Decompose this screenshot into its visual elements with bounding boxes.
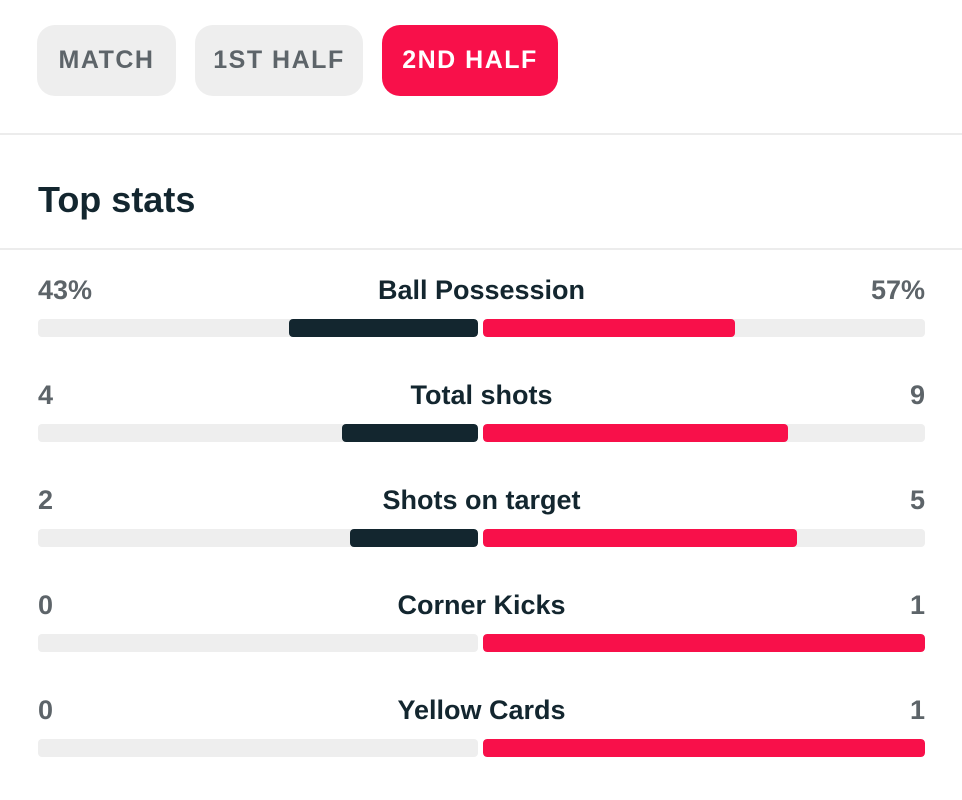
stat-corner-kicks: 0 Corner Kicks 1: [38, 588, 925, 652]
tab-match[interactable]: MATCH: [37, 25, 176, 96]
stat-label: Total shots: [410, 380, 553, 410]
period-tabs: MATCH 1ST HALF 2ND HALF: [37, 25, 558, 96]
tab-1st-half[interactable]: 1ST HALF: [195, 25, 363, 96]
home-value: 43%: [38, 275, 93, 305]
home-bar-fill: [341, 424, 478, 442]
away-value: 57%: [870, 275, 925, 305]
home-value: 0: [38, 590, 54, 620]
away-bar-fill: [483, 319, 735, 337]
away-value: 9: [909, 380, 925, 410]
section-title: Top stats: [38, 179, 196, 220]
away-value: 5: [909, 485, 925, 515]
stat-label: Ball Possession: [377, 275, 586, 305]
away-bar-fill: [483, 634, 925, 652]
tabs-divider: [0, 133, 962, 135]
comparison-bar: [38, 739, 925, 757]
home-value: 4: [38, 380, 54, 410]
away-bar-fill: [483, 424, 788, 442]
away-value: 1: [909, 695, 925, 725]
home-value: 0: [38, 695, 54, 725]
home-track: [38, 319, 478, 337]
stat-yellow-cards: 0 Yellow Cards 1: [38, 693, 925, 757]
stat-total-shots: 4 Total shots 9: [38, 378, 925, 442]
home-track: [38, 739, 478, 757]
home-bar-fill: [288, 319, 478, 337]
home-bar-fill: [350, 529, 478, 547]
away-track: [483, 319, 925, 337]
stat-label: Corner Kicks: [397, 590, 566, 620]
home-track: [38, 424, 478, 442]
stat-label: Shots on target: [382, 485, 581, 515]
stat-shots-on-target: 2 Shots on target 5: [38, 483, 925, 547]
home-value: 2: [38, 485, 54, 515]
comparison-bar: [38, 424, 925, 442]
away-track: [483, 529, 925, 547]
stat-label: Yellow Cards: [397, 695, 566, 725]
away-bar-fill: [483, 529, 797, 547]
stat-ball-possession: 43% Ball Possession 57%: [38, 273, 925, 337]
home-track: [38, 529, 478, 547]
away-value: 1: [909, 590, 925, 620]
away-track: [483, 739, 925, 757]
comparison-bar: [38, 529, 925, 547]
away-track: [483, 634, 925, 652]
comparison-bar: [38, 319, 925, 337]
away-track: [483, 424, 925, 442]
comparison-bar: [38, 634, 925, 652]
section-divider: [0, 248, 962, 250]
away-bar-fill: [483, 739, 925, 757]
tab-2nd-half[interactable]: 2ND HALF: [382, 25, 558, 96]
home-track: [38, 634, 478, 652]
